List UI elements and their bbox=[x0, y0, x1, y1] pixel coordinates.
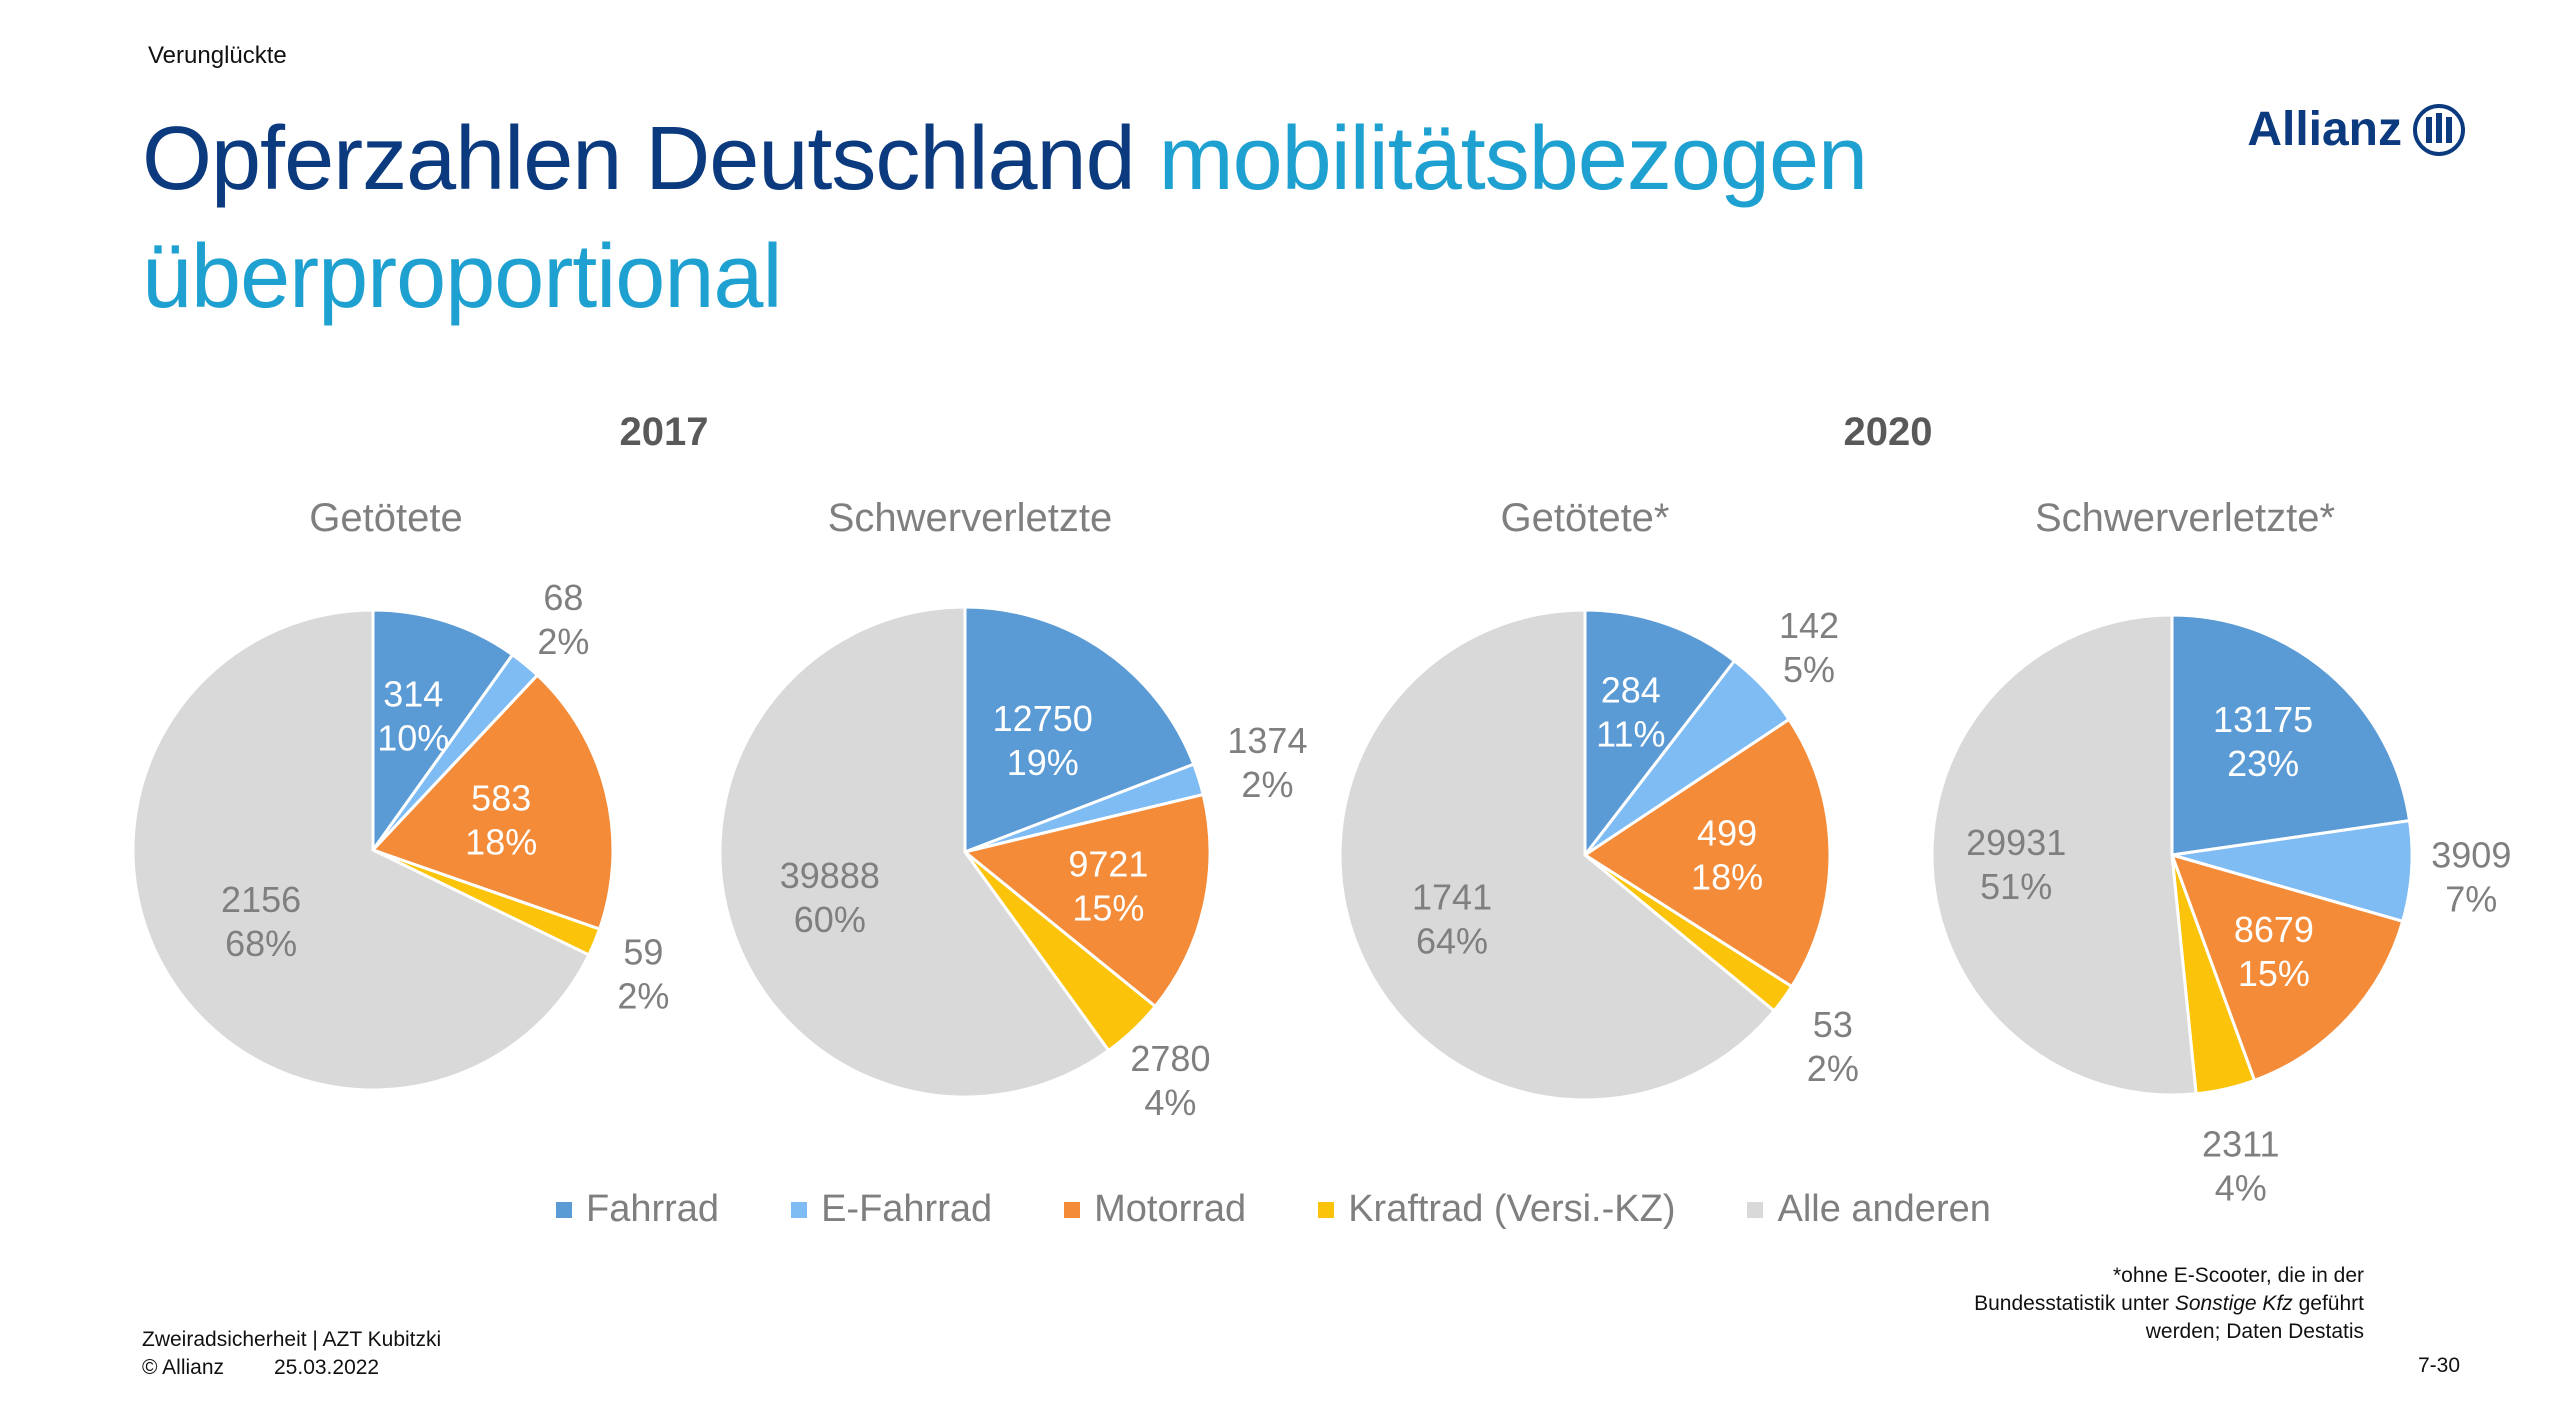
allianz-logo: Allianz bbox=[2247, 102, 2466, 157]
data-label-value: 8679 bbox=[2234, 909, 2314, 950]
data-label-percent: 2% bbox=[1807, 1048, 1859, 1089]
data-label-percent: 51% bbox=[1980, 866, 2052, 907]
pie-slice-fahrrad bbox=[2170, 613, 2412, 857]
year-label-2017: 2017 bbox=[619, 410, 709, 454]
data-label-value: 284 bbox=[1601, 669, 1661, 710]
data-label-percent: 5% bbox=[1783, 649, 1835, 690]
legend-label: Fahrrad bbox=[586, 1188, 720, 1230]
data-label-value: 39888 bbox=[780, 855, 880, 896]
title-part-2: mobilitätsbezogen überproportional bbox=[142, 109, 1868, 327]
pie-slice-alle-anderen bbox=[718, 605, 1111, 1099]
data-label-value: 59 bbox=[623, 931, 663, 972]
footer-date: 25.03.2022 bbox=[274, 1356, 380, 1379]
legend-swatch bbox=[1064, 1201, 1081, 1218]
pie-slice-alle-anderen bbox=[1930, 613, 2198, 1097]
year-label-2020: 2020 bbox=[1843, 410, 1933, 454]
data-label-value: 314 bbox=[383, 673, 443, 714]
data-label-value: 13175 bbox=[2213, 699, 2313, 740]
data-label-percent: 15% bbox=[2238, 953, 2310, 994]
data-label-value: 2780 bbox=[1130, 1038, 1210, 1079]
legend-item-kraftrad: Kraftrad (Versi.-KZ) bbox=[1318, 1188, 1675, 1231]
data-label-value: 142 bbox=[1779, 605, 1839, 646]
footer-copyright: © Allianz bbox=[142, 1356, 225, 1379]
page-title: Opferzahlen Deutschland mobilitätsbezoge… bbox=[142, 100, 2292, 336]
data-label-value: 9721 bbox=[1068, 843, 1148, 884]
footnote-text: Bundesstatistik unter bbox=[1974, 1292, 2175, 1315]
data-label-percent: 19% bbox=[1007, 742, 1079, 783]
data-label-percent: 2% bbox=[537, 621, 589, 662]
pie-slice-fahrrad bbox=[371, 608, 515, 855]
data-label-percent: 4% bbox=[2215, 1167, 2267, 1208]
pie-slice-motorrad bbox=[2169, 852, 2405, 1083]
footer: Zweiradsicherheit | AZT Kubitzki © Allia… bbox=[142, 1326, 441, 1382]
legend-swatch bbox=[791, 1201, 808, 1218]
data-label-value: 1374 bbox=[1227, 720, 1307, 761]
data-label-value: 1741 bbox=[1412, 877, 1492, 918]
legend-item-alle-anderen: Alle anderen bbox=[1747, 1188, 1991, 1231]
legend-label: Alle anderen bbox=[1777, 1188, 1991, 1230]
data-label-percent: 18% bbox=[1691, 857, 1763, 898]
data-label-value: 29931 bbox=[1966, 822, 2066, 863]
pie-slice-motorrad bbox=[1582, 717, 1832, 989]
data-label-value: 53 bbox=[1813, 1004, 1853, 1045]
legend: Fahrrad E-Fahrrad Motorrad Kraftrad (Ver… bbox=[556, 1188, 1991, 1231]
page-number: 7-30 bbox=[2417, 1354, 2460, 1377]
legend-item-motorrad: Motorrad bbox=[1064, 1188, 1246, 1231]
footnote-emphasis: Sonstige Kfz bbox=[2174, 1292, 2293, 1315]
footnote: *ohne E-Scooter, die in der Bundesstatis… bbox=[1804, 1262, 2364, 1346]
data-label-value: 583 bbox=[471, 778, 531, 819]
legend-label: E-Fahrrad bbox=[821, 1188, 993, 1230]
pie-slice-motorrad bbox=[370, 673, 615, 932]
data-label-percent: 60% bbox=[794, 899, 866, 940]
footnote-text: geführt bbox=[2292, 1292, 2364, 1315]
logo-text: Allianz bbox=[2247, 103, 2402, 156]
chart-title-getoetete-2017: Getötete bbox=[309, 496, 463, 540]
pie-slice-fahrrad bbox=[1583, 608, 1737, 860]
data-label-percent: 23% bbox=[2227, 743, 2299, 784]
legend-swatch bbox=[1747, 1201, 1764, 1218]
allianz-eagle-icon bbox=[2413, 103, 2465, 156]
legend-label: Kraftrad (Versi.-KZ) bbox=[1348, 1188, 1676, 1230]
data-label-percent: 11% bbox=[1596, 713, 1665, 754]
data-label-percent: 2% bbox=[617, 975, 669, 1016]
legend-swatch bbox=[556, 1201, 572, 1218]
section-label: Verunglückte bbox=[148, 42, 287, 69]
data-label-percent: 68% bbox=[225, 923, 297, 964]
data-label-percent: 4% bbox=[1144, 1082, 1196, 1123]
footnote-line-2: Bundesstatistik unter Sonstige Kfz gefüh… bbox=[1804, 1290, 2364, 1318]
pie-slice-fahrrad bbox=[963, 605, 1196, 855]
pie-slice-alle-anderen bbox=[1338, 608, 1777, 1102]
data-label-value: 3909 bbox=[2431, 834, 2511, 875]
footer-row: © Allianz 25.03.2022 bbox=[142, 1354, 441, 1382]
data-label-percent: 2% bbox=[1241, 764, 1293, 805]
data-label-value: 499 bbox=[1697, 813, 1757, 854]
legend-item-e-fahrrad: E-Fahrrad bbox=[791, 1188, 992, 1231]
data-label-percent: 64% bbox=[1416, 921, 1488, 962]
footnote-line-3: werden; Daten Destatis bbox=[2145, 1320, 2364, 1343]
data-label-value: 2311 bbox=[2202, 1123, 2279, 1164]
data-label-percent: 18% bbox=[465, 822, 537, 863]
title-part-1: Opferzahlen Deutschland bbox=[142, 109, 1159, 209]
legend-label: Motorrad bbox=[1094, 1188, 1247, 1230]
data-label-percent: 7% bbox=[2445, 878, 2497, 919]
chart-title-schwerverletzte-2020: Schwerverletzte* bbox=[2034, 496, 2336, 540]
data-label-value: 12750 bbox=[993, 698, 1093, 739]
data-label-percent: 10% bbox=[377, 717, 449, 758]
data-label-percent: 15% bbox=[1072, 887, 1144, 928]
footer-source: Zweiradsicherheit | AZT Kubitzki bbox=[142, 1328, 442, 1351]
data-label-value: 68 bbox=[543, 577, 583, 618]
data-label-value: 2156 bbox=[221, 879, 301, 920]
chart-title-getoetete-2020: Getötete* bbox=[1500, 496, 1670, 540]
footnote-line-1: *ohne E-Scooter, die in der bbox=[2113, 1264, 2364, 1287]
legend-item-fahrrad: Fahrrad bbox=[556, 1188, 719, 1231]
legend-swatch bbox=[1318, 1201, 1335, 1218]
chart-title-schwerverletzte-2017: Schwerverletzte bbox=[827, 496, 1113, 540]
pie-slice-alle-anderen bbox=[131, 608, 591, 1092]
pie-slice-motorrad bbox=[961, 792, 1212, 1009]
